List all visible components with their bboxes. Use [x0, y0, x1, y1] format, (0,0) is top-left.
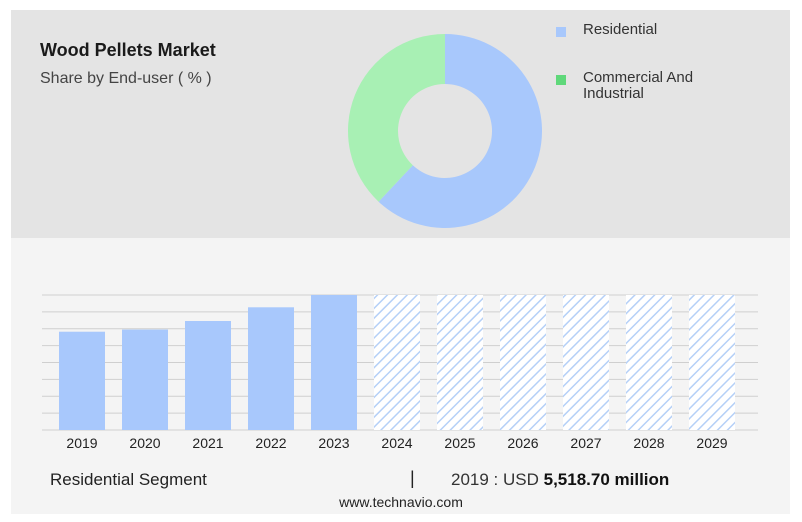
bar-2020 — [122, 329, 168, 430]
legend-label-commercial: Commercial And Industrial — [583, 69, 694, 102]
source-credit: www.technavio.com — [339, 494, 463, 510]
x-tick-label-2022: 2022 — [255, 435, 286, 451]
segment-value-readout: 2019 : USD 5,518.70 million — [451, 470, 669, 490]
segment-value: 5,518.70 million — [543, 470, 670, 489]
segment-year-prefix: 2019 : USD — [451, 470, 539, 489]
segment-label: Residential Segment — [50, 470, 207, 489]
x-tick-label-2027: 2027 — [570, 435, 601, 451]
legend-label-residential: Residential — [583, 21, 658, 38]
x-tick-label-2024: 2024 — [381, 435, 412, 451]
x-tick-label-2026: 2026 — [507, 435, 538, 451]
x-tick-label-2019: 2019 — [66, 435, 97, 451]
donut-slice-residential — [378, 34, 542, 229]
bar-2019 — [59, 331, 105, 430]
bar-2022 — [248, 307, 294, 430]
forecast-bar-2027 — [563, 295, 609, 430]
legend-item-residential: Residential — [556, 22, 733, 38]
legend-swatch-commercial — [556, 75, 566, 85]
x-tick-label-2025: 2025 — [444, 435, 475, 451]
chart-subtitle: Share by End-user ( % ) — [40, 70, 212, 87]
x-tick-label-2023: 2023 — [318, 435, 349, 451]
chart-title: Wood Pellets Market — [40, 40, 216, 60]
bar-2021 — [185, 321, 231, 430]
forecast-bar-2024 — [374, 295, 420, 430]
x-tick-label-2028: 2028 — [633, 435, 664, 451]
donut-slice-commercial-and-industrial — [348, 34, 445, 202]
forecast-bar-2028 — [626, 295, 672, 430]
legend-item-commercial: Commercial And Industrial — [556, 70, 733, 102]
forecast-bar-2026 — [500, 295, 546, 430]
forecast-bar-2029 — [689, 295, 735, 430]
x-tick-label-2029: 2029 — [696, 435, 727, 451]
bar-2023 — [311, 295, 357, 430]
x-tick-label-2021: 2021 — [192, 435, 223, 451]
footer-separator: | — [410, 468, 415, 488]
legend-swatch-residential — [556, 27, 566, 37]
bar-chart: 2019 2020 2021 2022 2023 2024 2025 2026 2027 2028… — [42, 294, 758, 451]
x-tick-label-2020: 2020 — [129, 435, 160, 451]
donut-chart — [348, 34, 542, 229]
forecast-bar-2025 — [437, 295, 483, 430]
